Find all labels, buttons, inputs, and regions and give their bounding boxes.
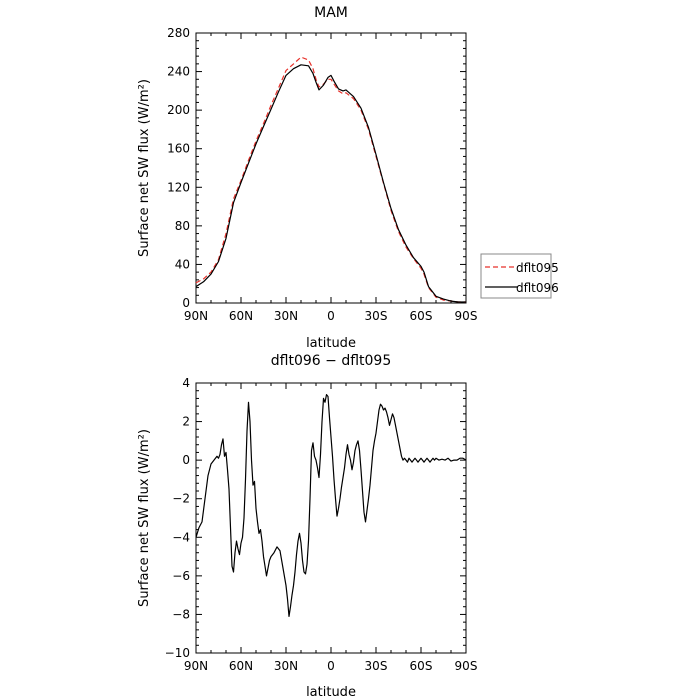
panel-title: dflt096 − dflt095: [271, 353, 391, 369]
x-axis-label: latitude: [306, 685, 356, 700]
panel-title: MAM: [314, 5, 348, 21]
y-tick-label: 0: [182, 453, 190, 467]
x-tick-label: 90N: [184, 309, 208, 323]
series-line-dflt096: [195, 64, 466, 303]
x-tick-label: 30S: [365, 309, 388, 323]
y-tick-label: 160: [167, 142, 190, 156]
y-tick-label: 80: [175, 219, 190, 233]
x-tick-label: 90N: [184, 659, 208, 673]
y-tick-label: 240: [167, 65, 190, 79]
y-tick-label: 200: [167, 103, 190, 117]
x-tick-label: 30N: [274, 659, 298, 673]
legend-label-dflt095: dflt095: [516, 261, 559, 275]
y-tick-label: 2: [182, 415, 190, 429]
x-tick-label: 60N: [229, 659, 253, 673]
plot-frame: [195, 32, 467, 304]
x-axis-label: latitude: [306, 336, 356, 351]
legend-label-dflt096: dflt096: [516, 281, 559, 295]
x-tick-label: 0: [327, 309, 335, 323]
series-group: [195, 56, 466, 303]
tick-group: 90N 60N 30N 0 30S 60S 90S −10 −8 −6 −4 −2 0 2 4: [165, 376, 478, 673]
panel-difference: dflt096 − dflt095 90N 60N 30N 0 30S 60S 90S −10…: [137, 353, 477, 700]
x-tick-label: 60S: [410, 309, 433, 323]
series-group: [195, 394, 467, 618]
x-tick-label: 30N: [274, 309, 298, 323]
y-tick-label: 120: [167, 180, 190, 194]
panel-flux: MAM 90N 60N 30N 0 30S 60S 90S 0 40 80 120 160 200 240…: [137, 5, 559, 351]
legend-box: [480, 253, 552, 299]
y-tick-label: −6: [172, 569, 190, 583]
y-tick-label: −2: [172, 492, 190, 506]
y-tick-label: 4: [182, 376, 190, 390]
y-axis-label: Surface net SW flux (W/m²): [137, 429, 152, 607]
y-tick-label: −10: [165, 646, 190, 660]
x-tick-label: 60S: [410, 659, 433, 673]
x-tick-label: 90S: [455, 659, 478, 673]
x-tick-label: 90S: [455, 309, 478, 323]
y-axis-label: Surface net SW flux (W/m²): [137, 79, 152, 257]
x-tick-label: 30S: [365, 659, 388, 673]
plot-frame: [195, 382, 467, 654]
legend: dflt095 dflt096: [480, 253, 559, 299]
x-tick-label: 60N: [229, 309, 253, 323]
y-tick-label: 0: [182, 296, 190, 310]
y-tick-label: 40: [175, 257, 190, 271]
x-tick-label: 0: [327, 659, 335, 673]
y-tick-label: 280: [167, 26, 190, 40]
tick-group: 90N 60N 30N 0 30S 60S 90S 0 40 80 120 160 200 240 280: [167, 26, 477, 323]
series-line-dflt095: [195, 56, 466, 303]
y-tick-label: −8: [172, 607, 190, 621]
series-line-difference-0: [195, 394, 467, 618]
y-tick-label: −4: [172, 530, 190, 544]
